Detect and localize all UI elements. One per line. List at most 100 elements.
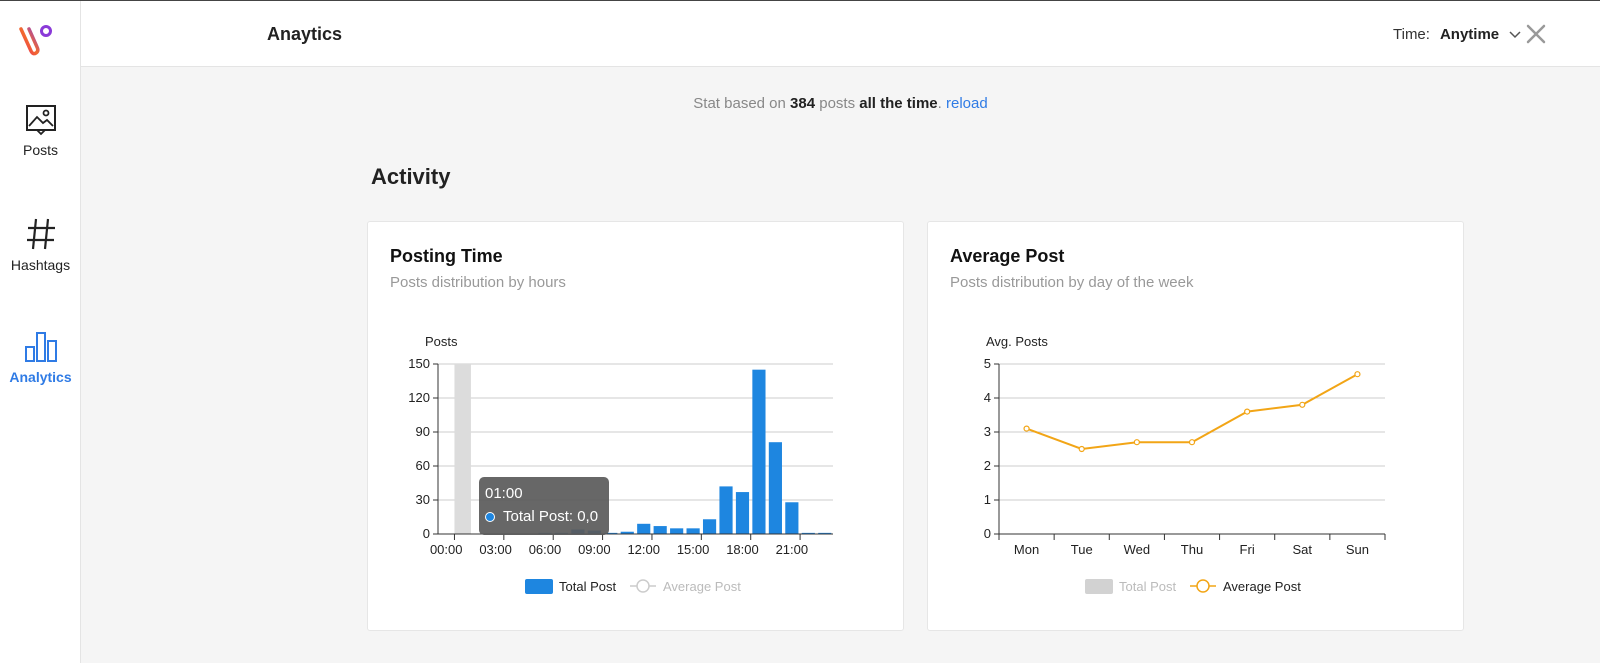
chevron-down-icon <box>1509 30 1521 38</box>
y-tick-label: 5 <box>984 356 991 371</box>
y-tick-label: 90 <box>416 424 430 439</box>
close-icon[interactable] <box>1524 22 1548 46</box>
legend-label-average-post: Average Post <box>1223 579 1301 594</box>
point-Sat <box>1299 401 1306 408</box>
bar-12:00 <box>637 523 651 534</box>
bar-22:00 <box>801 532 815 534</box>
legend-marker-average-post <box>636 579 650 593</box>
x-tick-label: Wed <box>1124 542 1151 557</box>
time-filter-value: Anytime <box>1439 26 1500 43</box>
y-axis-title: Posts <box>425 334 458 349</box>
bar-23:00 <box>818 532 832 534</box>
hover-highlight <box>454 364 471 534</box>
x-tick-label: 21:00 <box>776 542 809 557</box>
hashtag-icon <box>26 218 55 250</box>
x-tick-label: Tue <box>1071 542 1093 557</box>
sidebar-item-label: Analytics <box>9 369 72 385</box>
point-Thu <box>1188 439 1196 446</box>
legend-label-total-post: Total Post <box>559 579 616 594</box>
bar-17:00 <box>719 486 733 534</box>
x-tick-label: 12:00 <box>627 542 660 557</box>
card-title: Average Post <box>950 246 1065 266</box>
y-axis-title: Avg. Posts <box>986 334 1048 349</box>
bar-13:00 <box>653 526 667 534</box>
series-line-average-post <box>1026 373 1358 451</box>
stat-summary: Stat based on 384 posts all the time. re… <box>81 95 1600 112</box>
stat-suffix: . <box>937 95 942 112</box>
x-tick-label: 03:00 <box>479 542 512 557</box>
sidebar-item-label: Hashtags <box>10 257 71 273</box>
card-title: Posting Time <box>390 246 503 266</box>
bar-15:00 <box>686 528 700 534</box>
time-filter-label: Time: <box>1393 26 1430 43</box>
x-tick-label: Sat <box>1293 542 1313 557</box>
stat-middle: posts <box>819 95 856 112</box>
stat-prefix: Stat based on <box>693 95 786 112</box>
sidebar: Posts Hashtags Analytics <box>0 1 81 663</box>
card-subtitle: Posts distribution by day of the week <box>950 274 1194 291</box>
tooltip-dot <box>485 511 495 522</box>
bar-18:00 <box>735 492 750 534</box>
sidebar-item-posts[interactable]: Posts <box>0 104 81 158</box>
legend-swatch-total-post <box>525 579 553 594</box>
legend-marker-average-post <box>1196 579 1210 593</box>
y-tick-label: 0 <box>423 526 430 541</box>
x-tick-label: 15:00 <box>677 542 710 557</box>
time-filter-dropdown[interactable]: Time: Anytime <box>1393 26 1521 43</box>
point-Mon <box>1023 425 1030 432</box>
y-tick-label: 0 <box>984 526 991 541</box>
bar-chart-icon <box>24 332 57 362</box>
tooltip-text: Total Post: 0,0 <box>503 508 599 525</box>
y-tick-label: 150 <box>408 356 430 371</box>
average-post-chart[interactable]: Avg. Posts 0 1 2 3 4 5 Mon Tue Wed Thu Fri Sat Sun Tot… <box>928 222 1465 632</box>
x-tick-label: 18:00 <box>726 542 759 557</box>
bar-19:00 <box>752 369 766 534</box>
top-bar: Anaytics Time: Anytime <box>81 1 1600 67</box>
x-tick-label: Fri <box>1240 542 1255 557</box>
bar-14:00 <box>670 528 684 534</box>
bar-20:00 <box>768 442 782 534</box>
legend-swatch-total-post <box>1085 579 1113 594</box>
sidebar-item-analytics[interactable]: Analytics <box>0 331 81 385</box>
sidebar-item-hashtags[interactable]: Hashtags <box>0 217 81 273</box>
posting-time-chart[interactable]: Posts 0 30 60 90 120 150 00:00 03:00 06:00 09:00 12… <box>368 222 905 632</box>
y-tick-label: 60 <box>416 458 430 473</box>
bar-16:00 <box>702 519 717 534</box>
stat-period: all the time <box>859 95 938 112</box>
section-title: Activity <box>371 164 451 189</box>
legend-label-average-post: Average Post <box>663 579 741 594</box>
app-logo-icon[interactable] <box>17 21 57 61</box>
y-tick-label: 4 <box>984 390 991 405</box>
y-tick-label: 1 <box>984 492 991 507</box>
posting-time-card: Posting Time Posts distribution by hours… <box>367 221 904 631</box>
y-tick-label: 2 <box>984 458 991 473</box>
point-Wed <box>1133 439 1140 446</box>
page-title: Anaytics <box>267 24 343 44</box>
point-Fri <box>1244 408 1251 415</box>
bar-10:00 <box>604 532 618 534</box>
bar-11:00 <box>620 531 634 534</box>
reload-link[interactable]: reload <box>945 95 988 112</box>
x-tick-label: 00:00 <box>430 542 463 557</box>
chart-legend: Total Post Average Post <box>1085 579 1301 594</box>
stat-post-count: 384 <box>790 95 816 112</box>
y-tick-label: 3 <box>984 424 991 439</box>
sidebar-item-label: Posts <box>22 142 58 158</box>
image-icon <box>25 105 56 136</box>
legend-label-total-post: Total Post <box>1119 579 1176 594</box>
x-tick-label: 06:00 <box>529 542 562 557</box>
card-subtitle: Posts distribution by hours <box>390 274 566 291</box>
point-Sun <box>1354 371 1361 378</box>
x-tick-label: Thu <box>1181 542 1203 557</box>
tooltip-title: 01:00 <box>485 485 523 502</box>
y-tick-label: 30 <box>416 492 430 507</box>
chart-legend: Total Post Average Post <box>525 579 741 594</box>
point-Tue <box>1078 445 1085 453</box>
bar-21:00 <box>785 502 799 534</box>
y-tick-label: 120 <box>408 390 430 405</box>
x-tick-label: 09:00 <box>578 542 611 557</box>
chart-tooltip: 01:00 Total Post: 0,0 <box>479 477 609 535</box>
x-tick-label: Mon <box>1014 542 1039 557</box>
x-tick-label: Sun <box>1346 542 1369 557</box>
average-post-card: Average Post Posts distribution by day o… <box>927 221 1464 631</box>
